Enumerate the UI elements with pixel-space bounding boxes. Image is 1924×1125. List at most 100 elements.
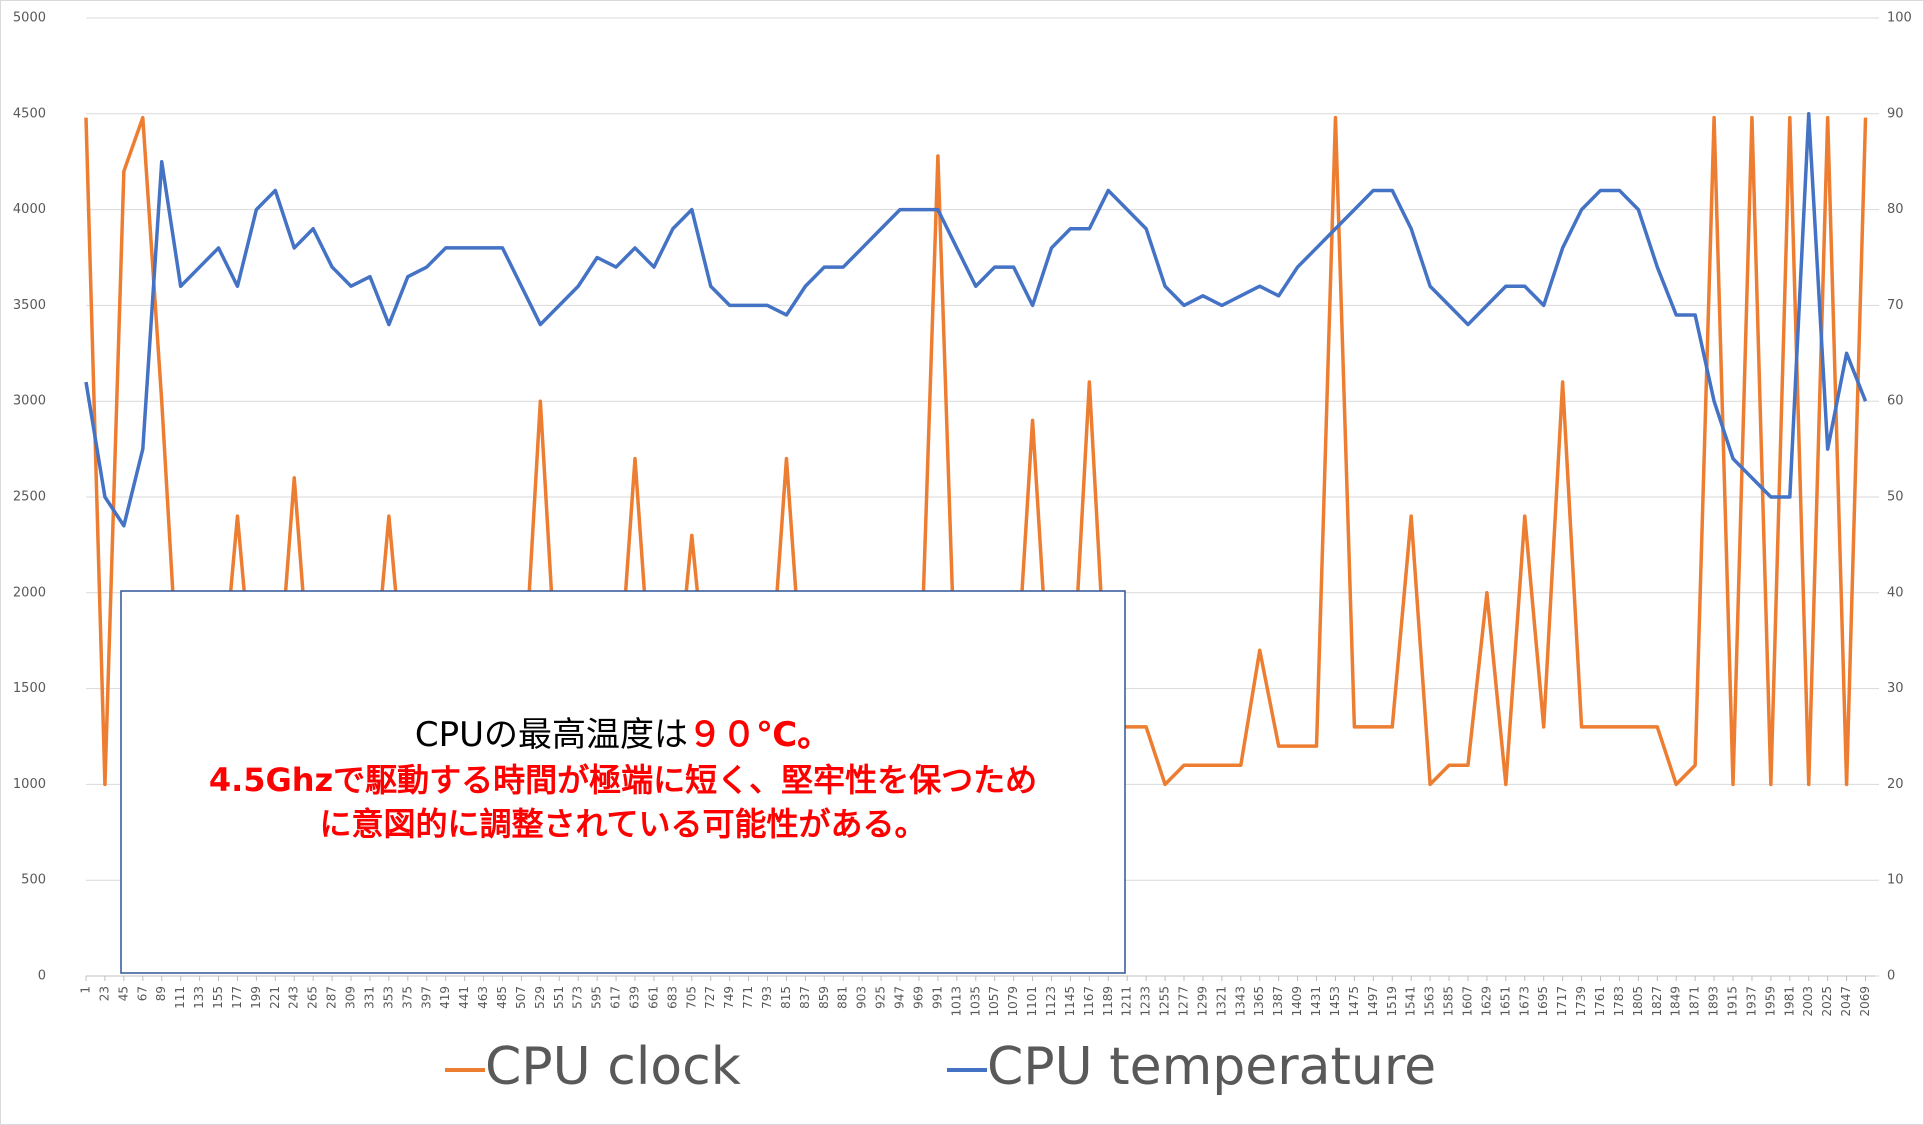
x-tick-label: 1255 (1158, 986, 1172, 1017)
x-tick-label: 749 (722, 986, 736, 1009)
y-tick-label: 5000 (13, 11, 46, 26)
x-tick-label: 1541 (1404, 986, 1418, 1017)
y-tick-label: 2500 (13, 490, 46, 505)
x-tick-label: 1 (79, 986, 93, 994)
x-tick-label: 485 (495, 986, 509, 1009)
x-tick-label: 243 (287, 986, 301, 1009)
x-tick-label: 859 (817, 986, 831, 1009)
x-tick-label: 793 (760, 986, 774, 1009)
x-tick-label: 1343 (1233, 986, 1247, 1017)
x-tick-label: 1871 (1688, 986, 1702, 1017)
y2-tick-label: 60 (1887, 394, 1904, 409)
y-tick-label: 500 (21, 873, 46, 888)
x-tick-label: 441 (457, 986, 471, 1009)
x-tick-label: 2025 (1820, 986, 1834, 1017)
x-tick-label: 309 (344, 986, 358, 1009)
x-tick-label: 1475 (1347, 986, 1361, 1017)
x-tick-label: 2003 (1801, 986, 1815, 1017)
x-tick-label: 1453 (1328, 986, 1342, 1017)
x-tick-label: 375 (400, 986, 414, 1009)
y2-tick-label: 50 (1887, 490, 1904, 505)
y2-tick-label: 20 (1887, 777, 1904, 792)
annotation-text: ９０℃。 (688, 715, 831, 755)
x-tick-label: 2047 (1839, 986, 1853, 1017)
x-tick-label: 1497 (1366, 986, 1380, 1017)
annotation-text: 4.5Ghzで駆動する時間が極端に短く、堅牢性を保つため (209, 761, 1037, 799)
x-tick-label: 1629 (1479, 986, 1493, 1017)
y2-tick-label: 0 (1887, 969, 1895, 984)
x-tick-label: 661 (646, 986, 660, 1009)
x-tick-label: 947 (893, 986, 907, 1009)
x-tick-label: 353 (381, 986, 395, 1009)
x-tick-label: 1893 (1707, 986, 1721, 1017)
x-tick-label: 331 (362, 986, 376, 1009)
x-tick-label: 1805 (1631, 986, 1645, 1017)
x-tick-label: 463 (476, 986, 490, 1009)
x-tick-label: 1431 (1309, 986, 1323, 1017)
x-tick-label: 529 (533, 986, 547, 1009)
annotation-text: CPUの最高温度は (415, 715, 688, 755)
x-tick-label: 925 (874, 986, 888, 1009)
x-tick-label: 45 (116, 986, 130, 1001)
x-tick-label: 133 (192, 986, 206, 1009)
x-tick-label: 1211 (1120, 986, 1134, 1017)
y-tick-label: 4000 (13, 202, 46, 217)
x-tick-label: 639 (628, 986, 642, 1009)
x-tick-label: 969 (911, 986, 925, 1009)
x-tick-label: 1981 (1782, 986, 1796, 1017)
annotation-frame (120, 590, 1126, 974)
x-tick-label: 1057 (987, 986, 1001, 1017)
x-tick-label: 1915 (1726, 986, 1740, 1017)
x-tick-label: 617 (609, 986, 623, 1009)
x-tick-label: 1013 (949, 986, 963, 1017)
x-tick-label: 1233 (1139, 986, 1153, 1017)
x-tick-label: 1365 (1252, 986, 1266, 1017)
x-tick-label: 1607 (1460, 986, 1474, 1017)
x-tick-label: 903 (855, 986, 869, 1009)
x-tick-label: 155 (211, 986, 225, 1009)
x-tick-label: 881 (836, 986, 850, 1009)
x-tick-label: 177 (230, 986, 244, 1009)
x-tick-label: 815 (779, 986, 793, 1009)
y-tick-label: 3500 (13, 298, 46, 313)
y2-tick-label: 90 (1887, 106, 1904, 121)
legend-label: CPU temperature (987, 1037, 1436, 1097)
x-tick-label: 2069 (1858, 986, 1872, 1017)
axes: 0500100015002000250030003500400045005000… (13, 11, 1912, 1017)
x-tick-label: 705 (684, 986, 698, 1009)
x-tick-label: 771 (741, 986, 755, 1009)
y2-tick-label: 80 (1887, 202, 1904, 217)
x-tick-label: 1079 (1006, 986, 1020, 1017)
x-tick-label: 1783 (1612, 986, 1626, 1017)
y2-tick-label: 70 (1887, 298, 1904, 313)
x-tick-label: 1299 (1195, 986, 1209, 1017)
legend: CPU clock CPU temperature (445, 1037, 1436, 1097)
x-tick-label: 23 (97, 986, 111, 1001)
x-tick-label: 595 (590, 986, 604, 1009)
x-tick-label: 573 (571, 986, 585, 1009)
y-tick-label: 3000 (13, 394, 46, 409)
x-tick-label: 1717 (1555, 986, 1569, 1017)
y-tick-label: 1000 (13, 777, 46, 792)
x-tick-label: 1651 (1498, 986, 1512, 1017)
y-tick-label: 2000 (13, 585, 46, 600)
series-line (84, 112, 1868, 528)
x-tick-label: 111 (173, 986, 187, 1009)
y-tick-label: 1500 (13, 681, 46, 696)
x-tick-label: 287 (325, 986, 339, 1009)
y-tick-label: 0 (38, 969, 46, 984)
x-tick-label: 1035 (968, 986, 982, 1017)
y2-tick-label: 30 (1887, 681, 1904, 696)
x-tick-label: 1761 (1593, 986, 1607, 1017)
x-tick-label: 1321 (1214, 986, 1228, 1017)
x-tick-label: 991 (930, 986, 944, 1009)
x-tick-label: 1739 (1574, 986, 1588, 1017)
x-tick-label: 1101 (1025, 986, 1039, 1017)
x-tick-label: 551 (552, 986, 566, 1009)
x-tick-label: 1189 (1101, 986, 1115, 1017)
x-tick-label: 265 (306, 986, 320, 1009)
x-tick-label: 1673 (1517, 986, 1531, 1017)
x-tick-label: 1409 (1290, 986, 1304, 1017)
x-tick-label: 1387 (1271, 986, 1285, 1017)
